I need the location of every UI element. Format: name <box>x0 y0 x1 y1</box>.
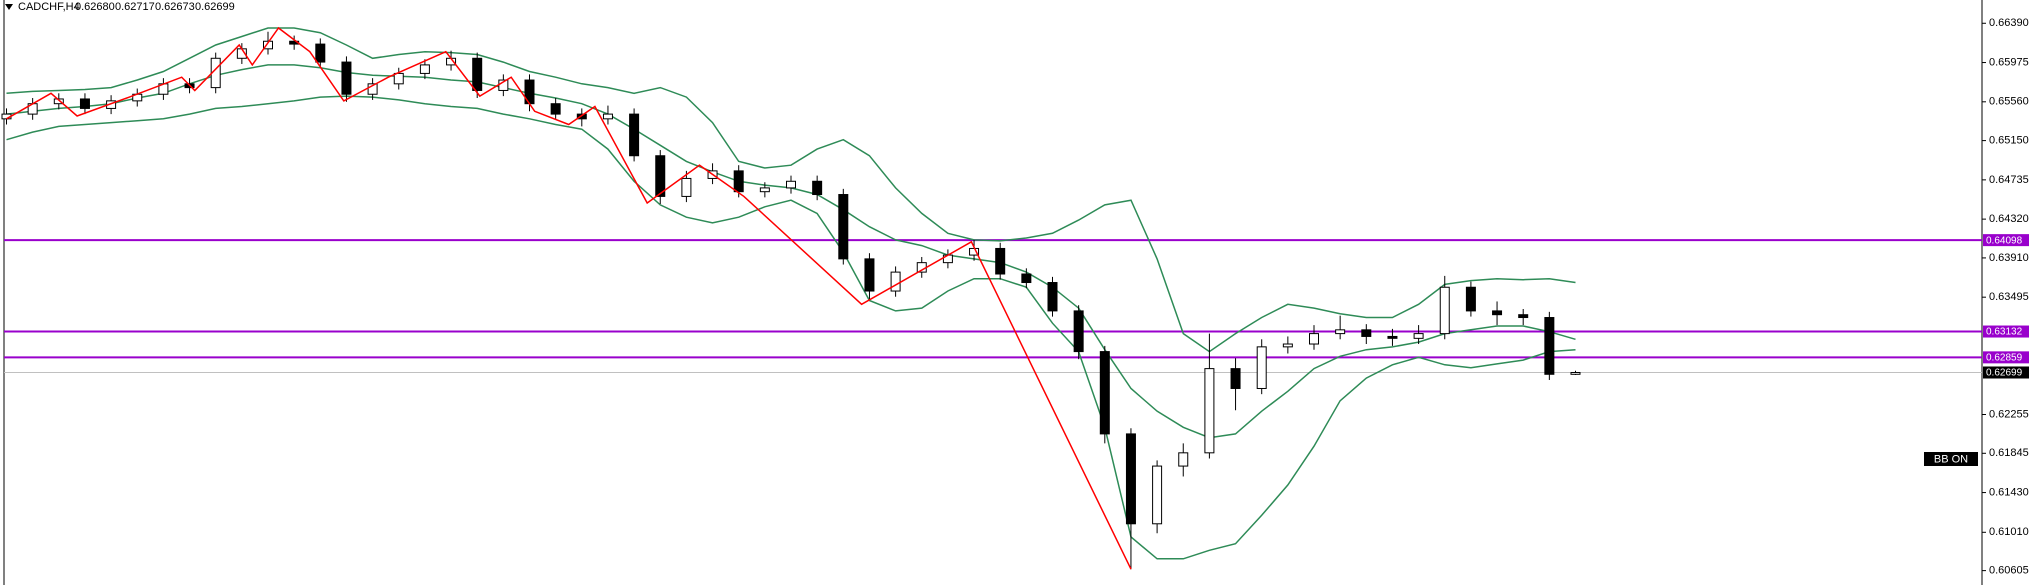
level-label: 0.62859 <box>1986 352 2023 363</box>
candle-body <box>1413 333 1424 339</box>
indicator-label: BB ON <box>1934 453 1968 465</box>
level-label: 0.64098 <box>1986 235 2023 246</box>
y-tick-label: 0.65150 <box>1989 135 2029 147</box>
candle-body <box>1361 329 1372 337</box>
candle-body <box>1021 273 1032 284</box>
candle-body <box>1047 282 1058 312</box>
candle-body <box>1492 310 1503 316</box>
symbol: CADCHF,H4 <box>18 1 80 13</box>
bollinger-middle <box>6 64 1576 439</box>
y-tick-label: 0.65975 <box>1989 56 2029 68</box>
candle-body <box>1282 343 1293 348</box>
candle-body <box>419 64 430 74</box>
candle-body <box>1335 329 1346 335</box>
candle-body <box>1544 317 1555 375</box>
candle-body <box>864 258 875 292</box>
candle-body <box>1465 286 1476 312</box>
candle-body <box>367 83 378 95</box>
y-tick-label: 0.64735 <box>1989 174 2029 186</box>
current-price-label: 0.62699 <box>1986 368 2023 379</box>
candle-body <box>1073 310 1084 353</box>
candle-body <box>1570 371 1581 375</box>
candle-body <box>1309 333 1319 345</box>
indicator-box <box>1924 452 1978 466</box>
y-tick-label: 0.61010 <box>1989 526 2029 538</box>
bollinger-upper <box>6 27 1576 353</box>
y-tick-label: 0.61845 <box>1989 447 2029 459</box>
y-tick-label: 0.63910 <box>1989 252 2029 264</box>
candle-body <box>79 98 90 109</box>
zigzag <box>6 26 1132 570</box>
candle-body <box>681 177 692 197</box>
candle-body <box>890 271 901 292</box>
level-tag <box>1983 234 2029 247</box>
candle-body <box>786 180 796 189</box>
header-low: 0.62673 <box>155 1 195 13</box>
candle-body <box>1256 346 1267 389</box>
header-close: 0.62699 <box>195 1 235 13</box>
candle-body <box>1125 433 1136 525</box>
candle-body <box>1518 314 1529 319</box>
current-price-tag <box>1983 366 2029 379</box>
y-tick-label: 0.62255 <box>1989 408 2029 420</box>
menu-arrow[interactable] <box>5 4 13 10</box>
level-tag <box>1983 325 2029 338</box>
level-tag <box>1983 351 2029 364</box>
candle-body <box>53 98 64 105</box>
level-label: 0.63132 <box>1986 327 2023 338</box>
candle-body <box>733 170 744 193</box>
candle-body <box>995 247 1006 275</box>
candle-body <box>1099 351 1110 435</box>
header-high: 0.62717 <box>115 1 155 13</box>
bollinger-lower <box>6 95 1576 560</box>
candle-body <box>1387 335 1398 339</box>
y-tick-label: 0.63495 <box>1989 291 2029 303</box>
candle-body <box>655 155 666 197</box>
candle-body <box>550 103 561 115</box>
candle-body <box>393 72 404 85</box>
candle-body <box>812 180 823 196</box>
candle-body <box>341 61 352 95</box>
candle-body <box>1230 368 1241 389</box>
candle-body <box>629 113 640 157</box>
candle-body <box>1204 368 1215 454</box>
candle-body <box>602 113 613 120</box>
candle-body <box>1152 465 1163 525</box>
candle-body <box>472 57 483 91</box>
header-open: 0.62680 <box>75 1 115 13</box>
y-tick-label: 0.64320 <box>1989 213 2029 225</box>
candle-body <box>315 43 326 63</box>
y-tick-label: 0.65560 <box>1989 96 2029 108</box>
candle-body <box>263 40 273 50</box>
candle-body <box>759 187 770 193</box>
y-tick-label: 0.60605 <box>1989 565 2029 577</box>
candle-body <box>1178 452 1189 467</box>
y-tick-label: 0.61430 <box>1989 486 2029 498</box>
candle-body <box>1439 286 1450 335</box>
candle-body <box>838 194 849 260</box>
candle-body <box>576 113 587 120</box>
y-tick-label: 0.66390 <box>1989 17 2029 29</box>
